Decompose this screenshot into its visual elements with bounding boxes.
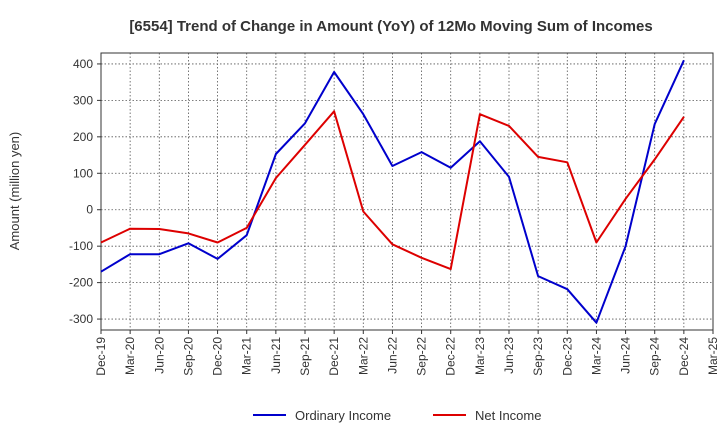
y-tick-label: 100 — [73, 166, 93, 180]
x-tick-label: Dec-22 — [444, 337, 458, 376]
x-tick-label: Jun-22 — [385, 337, 399, 374]
y-tick-label: -100 — [69, 239, 93, 253]
x-tick-label: Jun-24 — [619, 337, 633, 374]
series-line-ordinary-income — [100, 59, 685, 324]
x-tick-label: Jun-21 — [269, 337, 283, 374]
x-tick-label: Mar-23 — [473, 337, 487, 375]
x-tick-label: Mar-25 — [706, 337, 720, 375]
y-tick-label: 200 — [73, 130, 93, 144]
y-tick-label: -200 — [69, 276, 93, 290]
x-tick-label: Sep-21 — [298, 337, 312, 376]
x-tick-label: Dec-21 — [327, 337, 341, 376]
x-tick-label: Jun-20 — [152, 337, 166, 374]
y-axis-label: Amount (million yen) — [7, 132, 22, 251]
series-line-net-income — [100, 110, 685, 271]
legend: Ordinary Income Net Income — [253, 408, 541, 423]
x-tick-label: Mar-20 — [123, 337, 137, 375]
x-tick-label: Dec-19 — [94, 337, 108, 376]
grid — [101, 53, 713, 330]
x-tick-label: Mar-22 — [356, 337, 370, 375]
x-tick-label: Dec-23 — [560, 337, 574, 376]
x-tick-label: Sep-20 — [181, 337, 195, 376]
y-tick-label: 400 — [73, 57, 93, 71]
plot-frame — [100, 52, 714, 331]
x-tick-label: Sep-22 — [415, 337, 429, 376]
y-tick-label: 0 — [86, 203, 93, 217]
series — [100, 59, 685, 324]
x-tick-label: Mar-21 — [240, 337, 254, 375]
x-tick-label: Dec-20 — [211, 337, 225, 376]
x-tick-label: Dec-24 — [677, 337, 691, 376]
x-tick-label: Jun-23 — [502, 337, 516, 374]
x-tick-label: Mar-24 — [589, 337, 603, 375]
x-tick-label: Sep-24 — [648, 337, 662, 376]
y-tick-label: -300 — [69, 312, 93, 326]
chart-title: [6554] Trend of Change in Amount (YoY) o… — [129, 18, 652, 35]
y-tick-label: 300 — [73, 93, 93, 107]
legend-label-ordinary-income: Ordinary Income — [295, 408, 391, 423]
x-tick-label: Sep-23 — [531, 337, 545, 376]
legend-label-net-income: Net Income — [475, 408, 541, 423]
